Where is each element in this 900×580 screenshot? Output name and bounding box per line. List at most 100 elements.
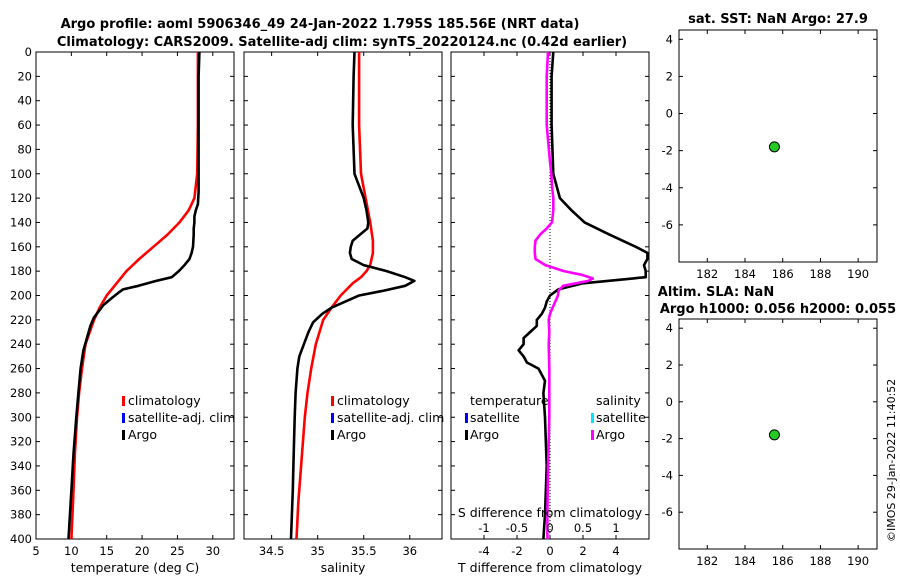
x-axis-label: temperature (deg C)	[71, 560, 200, 575]
y-tick-label: -2	[662, 432, 673, 446]
x-tick-label: 15	[99, 544, 114, 558]
difference-panel: -4 -2 0 2 4 T difference from climatology S di…	[450, 51, 650, 575]
y-tick-label: 320	[10, 435, 32, 449]
y-tick-label: 120	[10, 191, 32, 205]
y-tick-label: 0	[25, 45, 32, 59]
figure-title-line2: Climatology: CARS2009. Satellite-adj cli…	[57, 35, 627, 50]
argo-salinity-line	[289, 51, 416, 540]
y-tick-label: 240	[10, 337, 32, 351]
x-tick-label: 25	[170, 544, 185, 558]
y-tick-label: 40	[17, 94, 32, 108]
x-tick-label: 184	[734, 267, 756, 281]
x-tick-label: 190	[847, 554, 869, 568]
salinity-legend: climatology satellite-adj. clim Argo	[331, 393, 444, 442]
y-tick-label: -6	[662, 505, 673, 519]
sla-panel-subtitle: Argo h1000: 0.056 h2000: 0.055	[660, 302, 896, 317]
x-axis-label: salinity	[321, 560, 366, 575]
salinity-panel: 34.5 35 35.5 36 salinity	[243, 51, 443, 575]
legend-swatch-argo	[122, 430, 125, 440]
y-tick-label: 2	[666, 358, 673, 372]
y-tick-label: 4	[666, 32, 673, 46]
sst-panel-title: sat. SST: NaN Argo: 27.9	[688, 12, 868, 27]
timestamp: ©IMOS 29-Jan-2022 11:40:52	[885, 379, 898, 542]
x-tick-label: 186	[772, 267, 794, 281]
legend-swatch-satellite-adj	[122, 413, 125, 423]
y-tick-label: 180	[10, 264, 32, 278]
x-tick-label: 10	[64, 544, 79, 558]
y-tick-label: -4	[662, 468, 673, 482]
figure-title-line1: Argo profile: aoml 5906346_49 24-Jan-202…	[61, 17, 580, 32]
x-tick-label: 190	[847, 267, 869, 281]
axes-frame	[678, 318, 878, 550]
legend-swatch-t-argo	[465, 430, 468, 440]
climatology-salinity-line	[295, 52, 375, 540]
top-axis-label: S difference from climatology	[458, 505, 643, 520]
x-tick-label: 188	[809, 267, 831, 281]
legend-label: Argo	[596, 427, 625, 442]
top-axis-tick-label: -0.5	[506, 521, 528, 535]
top-axis-tick-label: 0	[546, 521, 553, 535]
legend-swatch-t-satellite	[465, 413, 468, 423]
y-tick-label: 400	[10, 532, 32, 546]
y-tick-label: 300	[10, 410, 32, 424]
top-axis-tick-label: 0.5	[574, 521, 592, 535]
x-tick-label: 186	[772, 554, 794, 568]
legend-heading-temperature: temperature	[470, 393, 549, 408]
temperature-legend: climatology satellite-adj. clim Argo	[122, 393, 235, 442]
y-tick-label: 260	[10, 362, 32, 376]
x-tick-label: 188	[809, 554, 831, 568]
y-tick-label: 280	[10, 386, 32, 400]
x-tick-label: 182	[696, 554, 718, 568]
legend-swatch-s-argo	[591, 430, 594, 440]
x-axis-label: T difference from climatology	[457, 560, 643, 575]
sst-panel: 4 2 0 -2 -4 -6 182 184 186 188 190 sat. SST: NaN Ar…	[662, 12, 878, 281]
y-tick-label: -2	[662, 144, 673, 158]
y-tick-label: 220	[10, 313, 32, 327]
x-tick-label: 182	[696, 267, 718, 281]
x-tick-label: 4	[612, 544, 619, 558]
y-tick-label: -4	[662, 181, 673, 195]
legend-label: Argo	[337, 427, 366, 442]
x-tick-label: 0	[546, 544, 553, 558]
sla-panel: 4 2 0 -2 -4 -6 182 184 186 188 190 Altim. SLA: NaN A…	[658, 285, 896, 568]
y-tick-label: 4	[666, 321, 673, 335]
x-tick-label: 184	[734, 554, 756, 568]
climatology-temperature-line	[70, 52, 200, 540]
legend-label: climatology	[128, 393, 201, 408]
x-tick-label: 5	[32, 544, 39, 558]
y-tick-label: 340	[10, 459, 32, 473]
legend-label: Argo	[470, 427, 499, 442]
x-tick-label: -2	[511, 544, 522, 558]
sla-panel-title: Altim. SLA: NaN	[658, 285, 774, 300]
top-axis-tick-label: -1	[478, 521, 489, 535]
axes-frame	[35, 51, 235, 540]
x-tick-label: -4	[478, 544, 489, 558]
axes-frame	[678, 29, 878, 263]
y-tick-label: 100	[10, 167, 32, 181]
y-tick-label: 0	[666, 395, 673, 409]
x-tick-label: 36	[402, 544, 417, 558]
temperature-panel: 0 20 40 60 80 100 120 140 160 180 200 220 240 260 280 3…	[10, 45, 235, 575]
legend-swatch-s-satellite	[591, 413, 594, 423]
difference-legend: temperature salinity satellite Argo sate…	[465, 393, 646, 442]
x-tick-label: 20	[135, 544, 150, 558]
y-tick-label: 0	[666, 107, 673, 121]
x-tick-label: 34.5	[259, 544, 285, 558]
y-tick-label: 160	[10, 240, 32, 254]
argo-position-marker	[768, 429, 780, 441]
argo-salinity-difference-line	[533, 51, 595, 539]
legend-swatch-satellite-adj	[331, 413, 334, 423]
argo-position-marker	[768, 141, 780, 153]
x-tick-label: 35	[310, 544, 325, 558]
x-tick-label: 2	[579, 544, 586, 558]
legend-label: satellite-adj. clim	[337, 410, 444, 425]
y-tick-label: 2	[666, 69, 673, 83]
legend-label: satellite	[596, 410, 646, 425]
y-tick-label: 80	[17, 142, 32, 156]
y-tick-label: 60	[17, 118, 32, 132]
y-tick-label: 360	[10, 483, 32, 497]
x-tick-label: 30	[205, 544, 220, 558]
x-tick-label: 35.5	[351, 544, 377, 558]
legend-heading-salinity: salinity	[596, 393, 641, 408]
